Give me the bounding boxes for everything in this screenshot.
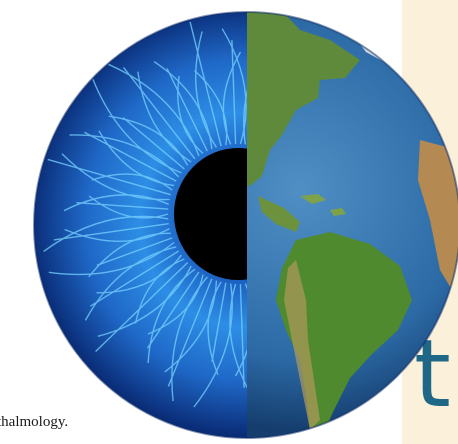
- iris-fiber: [211, 282, 227, 362]
- iris-fiber: [164, 280, 218, 373]
- iris-fiber: [97, 265, 192, 337]
- iris-fiber: [88, 195, 169, 219]
- iris-fiber: [222, 51, 242, 145]
- caption-text: thalmology.: [0, 414, 69, 430]
- iris-fiber: [90, 250, 179, 307]
- iris-fiber: [61, 153, 170, 201]
- iris-fibers: [43, 21, 247, 408]
- iris-fiber: [207, 281, 222, 375]
- iris-fiber: [96, 254, 182, 294]
- iris-fiber: [239, 283, 245, 388]
- iris-fiber: [243, 89, 247, 145]
- iris-fiber: [122, 66, 196, 160]
- andes-region: [284, 260, 320, 430]
- iris-fiber: [48, 241, 175, 276]
- iris-fiber: [193, 283, 233, 408]
- iris-fiber: [134, 258, 185, 324]
- africa-edge-land: [418, 140, 458, 300]
- iris-fiber: [91, 173, 173, 191]
- iris-fiber: [194, 69, 228, 146]
- iris-fiber: [92, 79, 182, 174]
- iris-fiber: [84, 131, 177, 182]
- iris-fiber: [53, 223, 169, 241]
- iris-fiber: [137, 71, 192, 163]
- iris-fiber: [147, 268, 196, 364]
- iris-fiber: [231, 40, 237, 145]
- iris-fiber: [146, 271, 200, 349]
- north-america-land: [247, 12, 360, 186]
- iris-fiber: [153, 61, 213, 150]
- iris-fiber: [122, 117, 185, 170]
- iris-fiber: [63, 194, 169, 212]
- iris-fiber: [147, 274, 204, 335]
- central-america-land: [258, 196, 300, 232]
- iris-fiber: [177, 76, 204, 154]
- iris-fiber: [64, 227, 170, 242]
- iris-fiber: [108, 115, 189, 166]
- pupil: [174, 148, 247, 280]
- caribbean-islands: [300, 194, 346, 216]
- iris-fiber: [166, 68, 208, 152]
- iris-fiber: [88, 232, 171, 278]
- iris-fiber: [95, 262, 189, 353]
- iris-fiber: [96, 237, 173, 266]
- iris-fiber: [234, 283, 247, 377]
- iris-fiber: [195, 31, 217, 148]
- iris-fiber: [189, 21, 222, 147]
- iris-fiber: [76, 202, 169, 210]
- iris: [34, 12, 247, 438]
- iris-fiber: [98, 130, 175, 187]
- iris-fiber: [167, 278, 213, 387]
- iris-fiber: [47, 158, 171, 196]
